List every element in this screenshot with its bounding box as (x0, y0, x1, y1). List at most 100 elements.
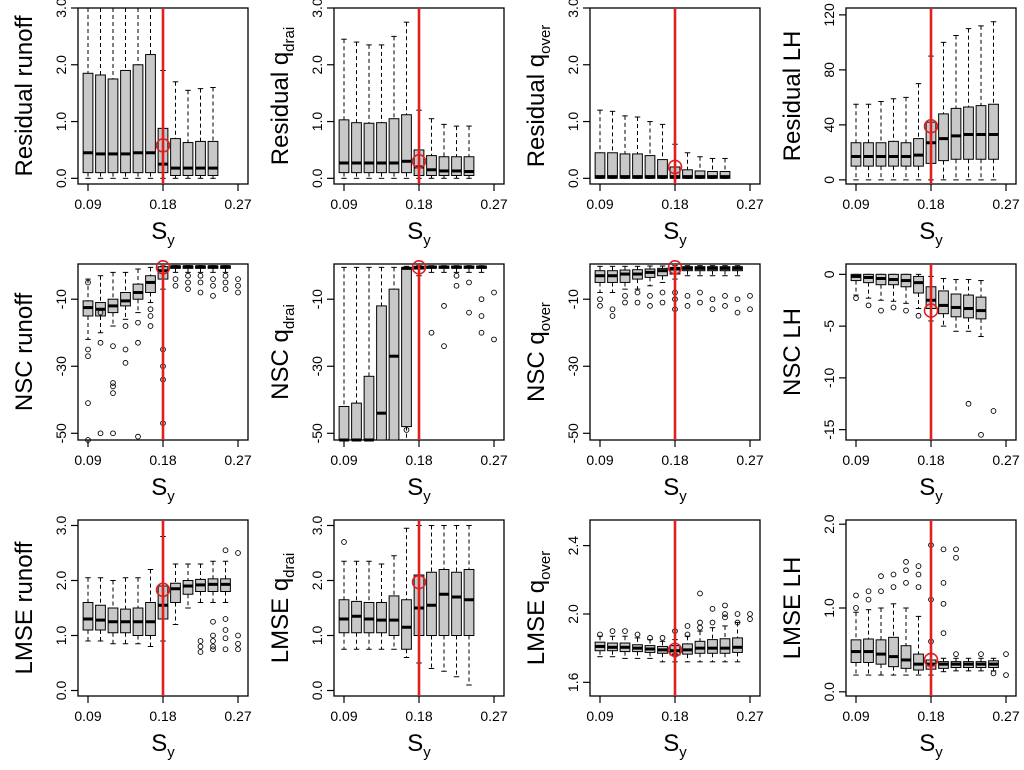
box-6 (913, 273, 924, 310)
y-axis-label-subscript: over (537, 551, 554, 580)
outlier-point (222, 547, 229, 554)
outlier-point (597, 631, 603, 638)
y-axis-label-main: NSC LH (779, 308, 806, 396)
x-axis-label: Sy (919, 218, 943, 249)
box-5 (132, 268, 144, 314)
outlier-point (478, 296, 485, 303)
outlier-point (647, 635, 653, 641)
box-iqr (732, 637, 743, 653)
outlier-point (466, 309, 472, 316)
box-iqr (950, 107, 962, 160)
box-11 (463, 125, 475, 179)
boxplot-svg: 0 40 80 120 0.09 0.18 0.27 Residual LH Sy (779, 3, 1020, 249)
outlier-point (110, 383, 116, 390)
outlier-point (697, 299, 703, 306)
y-axis-label-subscript: drai (281, 553, 298, 578)
x-axis-label: Sy (663, 218, 687, 249)
box-iqr (938, 290, 949, 315)
box-iqr (694, 170, 706, 179)
box-2 (95, 275, 106, 334)
reference-marker (667, 642, 683, 658)
y-tick-label: 2.0 (821, 514, 837, 534)
outlier-point (709, 606, 716, 612)
box-8 (682, 152, 693, 179)
reference-marker (923, 118, 939, 134)
box-iqr (863, 142, 874, 167)
box-iqr (207, 140, 219, 176)
outlier-point (709, 306, 716, 313)
y-axis-label: NSC qdrai (267, 304, 298, 400)
box-10 (963, 28, 974, 181)
outlier-point (747, 306, 753, 313)
outlier-point (747, 292, 753, 299)
outlier-point (622, 299, 628, 306)
box-iqr (338, 599, 350, 634)
box-2 (351, 41, 362, 179)
box-5 (644, 265, 656, 287)
box-5 (388, 266, 400, 441)
x-axis-label-main: S (919, 218, 935, 245)
outlier-point (210, 632, 216, 639)
outlier-point (853, 592, 859, 599)
box-iqr (619, 153, 631, 179)
y-axis-label-main: NSC runoff (11, 293, 38, 412)
boxplot-svg: 0.0 1.0 2.0 3.0 0.09 0.18 0.27 LMSE qdrai Sy (267, 516, 508, 761)
box-2 (607, 110, 618, 179)
outlier-point (453, 272, 460, 279)
outlier-point (85, 400, 91, 406)
box-10 (963, 279, 974, 332)
x-axis-label: Sy (151, 474, 175, 505)
outlier-point (197, 289, 204, 296)
x-axis-label: Sy (407, 218, 431, 249)
box-iqr (120, 291, 131, 307)
box-iqr (632, 153, 643, 179)
outlier-point (235, 276, 241, 282)
box-1 (338, 560, 350, 650)
boxplot-svg: -50 -30 -10 0.09 0.18 0.27 NSC qdrai Sy (267, 260, 508, 505)
box-11 (719, 265, 731, 277)
outlier-point (235, 646, 241, 653)
y-axis-label-main: LMSE q (267, 578, 294, 663)
outlier-point (172, 276, 179, 282)
x-axis-label-main: S (919, 474, 935, 501)
box-iqr (438, 569, 450, 636)
x-axis-label-subscript: y (167, 232, 175, 249)
x-axis-label: Sy (407, 474, 431, 505)
box-iqr (401, 599, 412, 650)
outlier-point (734, 619, 741, 626)
outlier-point (697, 590, 703, 597)
outlier-point (953, 554, 959, 561)
panel-11: 1.6 2.0 2.4 0.09 0.18 0.27 LMSE qover Sy (512, 512, 768, 768)
y-axis-label-main: LMSE q (523, 580, 550, 665)
outlier-point (185, 272, 191, 279)
x-tick-label: 0.18 (149, 196, 176, 212)
x-tick-label: 0.18 (405, 708, 432, 724)
box-2 (863, 273, 874, 299)
x-tick-label: 0.27 (992, 452, 1019, 468)
boxplot-svg: 0.0 1.0 2.0 3.0 0.09 0.18 0.27 LMSE runoff Sy (11, 516, 252, 761)
outlier-point (915, 563, 922, 569)
box-2 (95, 7, 106, 179)
x-axis-label-subscript: y (679, 488, 687, 505)
box-5 (900, 96, 912, 181)
box-5 (644, 639, 656, 659)
x-tick-label: 0.09 (330, 708, 357, 724)
box-9 (694, 630, 706, 663)
y-axis-label-main: LMSE LH (779, 557, 806, 660)
box-8 (938, 41, 949, 181)
panel-5: -50 -30 -10 0.09 0.18 0.27 NSC runoff Sy (0, 256, 256, 512)
outlier-point (210, 638, 216, 644)
box-11 (207, 86, 219, 179)
box-3 (363, 560, 375, 650)
box-8 (938, 657, 949, 673)
box-iqr (95, 604, 106, 631)
outlier-point (222, 272, 229, 279)
x-axis-label-subscript: y (423, 232, 431, 249)
y-tick-label: 3.0 (309, 516, 325, 536)
y-tick-label: 80 (821, 62, 837, 78)
outlier-point (453, 282, 460, 289)
outlier-point (878, 588, 884, 595)
outlier-point (659, 635, 666, 641)
x-axis-label: Sy (919, 474, 943, 505)
y-tick-label: 2.0 (309, 55, 325, 75)
